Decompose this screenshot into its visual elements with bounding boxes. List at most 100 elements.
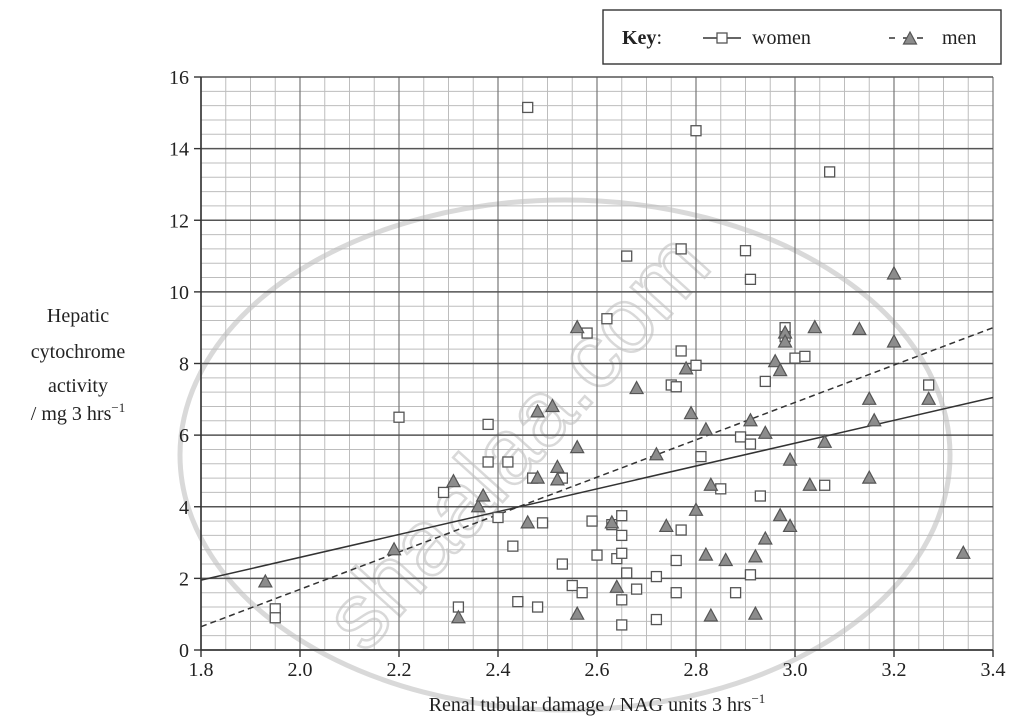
women-point xyxy=(616,529,628,542)
women-point xyxy=(616,510,628,522)
legend-women-label: women xyxy=(752,27,811,49)
women-point xyxy=(799,350,811,362)
women-point xyxy=(744,438,757,450)
men-point xyxy=(698,546,714,561)
women-point xyxy=(675,243,687,255)
men-point xyxy=(861,391,877,405)
y-tick-label: 8 xyxy=(179,354,189,376)
men-point xyxy=(604,514,620,529)
women-point xyxy=(492,511,504,524)
women-point xyxy=(536,517,549,529)
x-tick-label: 2.2 xyxy=(387,659,412,681)
men-point xyxy=(450,609,466,624)
y-tick-label: 4 xyxy=(179,497,189,519)
x-tick-label: 2.6 xyxy=(585,659,610,681)
women-point xyxy=(502,456,514,468)
y-tick-label: 16 xyxy=(169,67,189,89)
women-point xyxy=(616,619,628,631)
men-point xyxy=(807,319,823,334)
men-point xyxy=(698,421,714,436)
women-point xyxy=(923,379,935,391)
men-point xyxy=(747,548,763,563)
x-axis-title-text: Renal tubular damage / NAG units 3 hrs xyxy=(429,694,752,716)
women-point xyxy=(754,490,766,502)
men-point xyxy=(569,319,585,334)
trend-lines xyxy=(200,326,994,628)
men-point xyxy=(445,473,461,488)
men-point xyxy=(530,403,546,418)
men-point xyxy=(386,541,402,556)
women-point xyxy=(591,549,603,561)
women-point xyxy=(482,418,494,431)
women-point xyxy=(824,166,836,178)
women-point xyxy=(734,431,747,443)
y-axis-title-superscript: −1 xyxy=(111,400,125,415)
x-tick-label: 3.4 xyxy=(981,659,1006,681)
y-axis-title-line: Hepatic xyxy=(47,305,109,327)
men-point xyxy=(648,446,664,461)
women-point xyxy=(531,601,544,613)
women-point xyxy=(482,456,494,468)
x-axis-title: Renal tubular damage / NAG units 3 hrs−1 xyxy=(429,691,766,716)
men-point xyxy=(757,530,773,545)
y-axis-title-text: activity xyxy=(48,375,108,397)
men-point xyxy=(257,573,273,588)
men-point xyxy=(767,353,783,368)
legend-title-text: Key xyxy=(622,27,656,49)
y-tick-label: 10 xyxy=(169,282,189,304)
x-tick-label: 2.8 xyxy=(684,659,709,681)
men-point xyxy=(703,607,719,622)
women-point xyxy=(601,313,613,325)
women-point xyxy=(437,486,450,499)
men-point xyxy=(772,507,788,522)
trend-line-women xyxy=(200,396,994,581)
women-point xyxy=(759,375,771,388)
men-point xyxy=(658,518,674,533)
men-point xyxy=(802,477,818,491)
y-axis-title-line: activity xyxy=(48,375,108,397)
y-axis-title-line: / mg 3 hrs−1 xyxy=(31,400,125,425)
men-point xyxy=(683,405,699,420)
trend-line-men xyxy=(200,326,994,628)
women-point xyxy=(650,613,663,626)
women-point xyxy=(675,524,687,536)
women-point xyxy=(744,273,757,285)
women-point xyxy=(670,554,682,567)
y-axis-title-text: cytochrome xyxy=(31,341,126,363)
men-point xyxy=(747,605,763,620)
y-tick-label: 14 xyxy=(169,139,189,161)
women-point xyxy=(744,569,757,581)
women-point xyxy=(556,558,568,570)
women-point xyxy=(616,547,628,559)
men-point xyxy=(742,412,758,427)
y-axis-title-line: cytochrome xyxy=(31,341,126,363)
men-point xyxy=(549,471,565,486)
legend-men-label: men xyxy=(942,27,976,49)
y-tick-label: 12 xyxy=(169,210,189,232)
women-point xyxy=(566,579,578,592)
y-tick-label: 6 xyxy=(179,425,189,447)
men-point xyxy=(757,425,773,439)
men-point xyxy=(782,451,798,466)
y-axis-title-text: Hepatic xyxy=(47,305,109,327)
women-point xyxy=(507,540,519,552)
x-tick-label: 2.0 xyxy=(288,659,313,681)
y-axis-title-text: / mg 3 hrs xyxy=(31,403,112,425)
women-point xyxy=(269,612,281,624)
men-point xyxy=(678,360,694,375)
x-tick-label: 3.2 xyxy=(882,659,907,681)
y-tick-label: 0 xyxy=(179,640,189,662)
men-point xyxy=(520,514,536,529)
women-point xyxy=(586,515,598,527)
women-point xyxy=(576,587,588,599)
men-point xyxy=(703,477,719,491)
women-point xyxy=(512,596,524,608)
watermark-ring xyxy=(177,197,953,713)
men-point xyxy=(851,321,867,336)
x-tick-label: 3.0 xyxy=(783,659,808,681)
women-point xyxy=(789,352,801,364)
men-point xyxy=(921,391,937,405)
women-point xyxy=(695,450,707,463)
women-point xyxy=(393,411,405,423)
